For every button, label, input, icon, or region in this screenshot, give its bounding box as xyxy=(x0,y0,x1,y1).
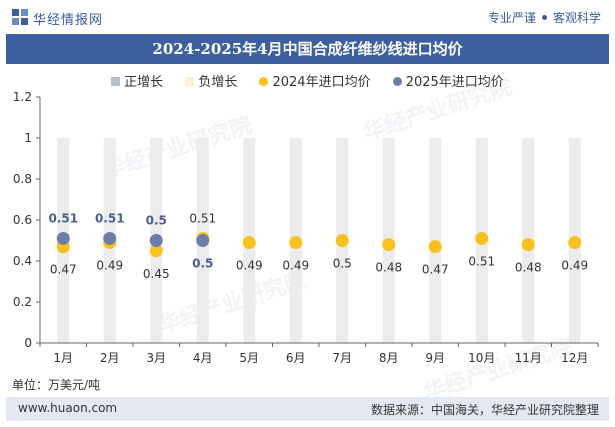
x-tick-label: 4月 xyxy=(193,351,213,365)
point-2024 xyxy=(568,236,582,250)
data-label-2024: 0.51 xyxy=(189,211,216,225)
point-2024 xyxy=(521,238,535,252)
legend-item-2024: 2024年进口均价 xyxy=(259,71,371,90)
x-tick-label: 9月 xyxy=(425,351,445,365)
data-label-2024: 0.49 xyxy=(282,259,309,273)
legend-label: 负增长 xyxy=(198,75,238,90)
slogan-left: 专业严谨 xyxy=(487,11,536,25)
y-tick-label: 0.2 xyxy=(13,295,32,309)
legend-square-icon xyxy=(111,77,121,86)
legend-item-positive: 正增长 xyxy=(111,71,163,90)
unit-label: 单位：万美元/吨 xyxy=(12,378,101,392)
data-label-2024: 0.49 xyxy=(96,259,123,273)
data-label-2024: 0.49 xyxy=(561,259,588,273)
data-label-2025: 0.5 xyxy=(192,257,213,271)
x-tick-label: 5月 xyxy=(239,351,259,365)
data-label-2025: 0.5 xyxy=(146,214,167,228)
legend-item-negative: 负增长 xyxy=(185,71,237,90)
point-2025 xyxy=(103,231,117,245)
x-tick-label: 11月 xyxy=(515,351,542,365)
point-2024 xyxy=(335,234,349,247)
point-2025 xyxy=(149,234,163,247)
logo-icon xyxy=(12,9,28,25)
y-tick-label: 1.2 xyxy=(13,90,32,104)
x-tick-label: 1月 xyxy=(53,351,73,365)
x-tick-label: 12月 xyxy=(561,351,588,365)
slogan-right: 客观科学 xyxy=(552,11,601,25)
logo-text: 华经情报网 xyxy=(33,13,104,28)
point-2025 xyxy=(196,234,210,247)
site-url: www.huaon.com xyxy=(18,401,118,415)
data-label-2024: 0.47 xyxy=(50,263,77,277)
point-2024 xyxy=(289,236,303,250)
chart-title: 2024-2025年4月中国合成纤维纱线进口均价 xyxy=(152,40,463,58)
legend-label: 2024年进口均价 xyxy=(272,75,371,90)
x-tick-label: 8月 xyxy=(379,351,399,365)
top-bar: 华经情报网 专业严谨 客观科学 xyxy=(0,0,615,34)
x-tick-label: 6月 xyxy=(286,351,306,365)
point-2025 xyxy=(56,231,70,245)
point-2024 xyxy=(382,238,396,252)
data-label-2025: 0.51 xyxy=(48,211,78,225)
legend-square-icon xyxy=(185,77,195,86)
title-bar: 2024-2025年4月中国合成纤维纱线进口均价 xyxy=(6,34,609,64)
data-label-2024: 0.45 xyxy=(143,267,170,281)
data-source: 数据来源：中国海关，华经产业研究院整理 xyxy=(370,403,599,417)
x-tick-label: 10月 xyxy=(468,351,495,365)
chart-legend: 正增长 负增长 2024年进口均价 2025年进口均价 xyxy=(0,71,615,90)
x-tick-label: 7月 xyxy=(332,351,352,365)
bullet-icon xyxy=(541,15,547,20)
y-tick-label: 0 xyxy=(24,336,32,350)
y-tick-label: 1 xyxy=(24,131,32,145)
legend-circle-icon xyxy=(259,77,269,86)
data-label-2024: 0.51 xyxy=(468,254,495,268)
legend-item-2025: 2025年进口均价 xyxy=(392,71,504,90)
data-label-2025: 0.51 xyxy=(95,211,125,225)
data-label-2024: 0.5 xyxy=(333,257,352,271)
y-tick-label: 0.6 xyxy=(13,213,32,227)
data-label-2024: 0.47 xyxy=(422,263,449,277)
data-label-2024: 0.49 xyxy=(236,259,263,273)
data-label-2024: 0.48 xyxy=(375,261,402,275)
x-tick-label: 3月 xyxy=(146,351,166,365)
data-label-2024: 0.48 xyxy=(515,261,542,275)
point-2024 xyxy=(242,236,256,250)
slogan: 专业严谨 客观科学 xyxy=(488,9,601,26)
y-tick-label: 0.8 xyxy=(13,172,32,186)
footer-bar: www.huaon.com 数据来源：中国海关，华经产业研究院整理 xyxy=(6,397,609,421)
point-2024 xyxy=(428,240,442,254)
legend-circle-icon xyxy=(392,77,402,86)
point-2024 xyxy=(475,231,489,245)
y-tick-label: 0.4 xyxy=(13,254,32,268)
legend-label: 正增长 xyxy=(124,75,164,90)
x-tick-label: 2月 xyxy=(100,351,120,365)
legend-label: 2025年进口均价 xyxy=(405,75,504,90)
point-2024 xyxy=(149,244,163,258)
